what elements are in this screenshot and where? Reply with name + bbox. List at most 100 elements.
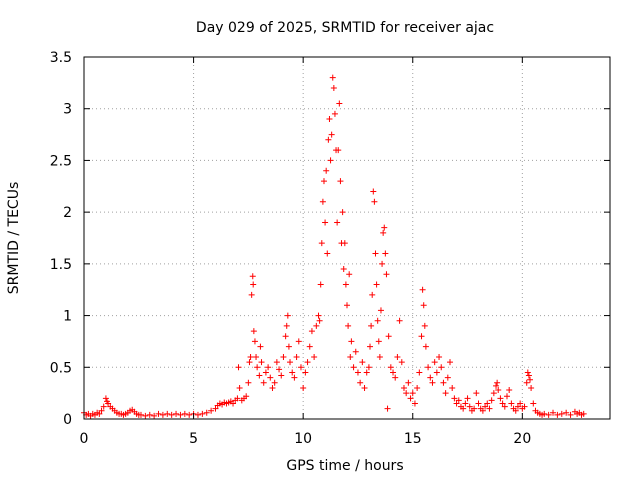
data-point bbox=[316, 317, 323, 324]
data-point bbox=[194, 411, 201, 418]
x-axis-title: GPS time / hours bbox=[286, 458, 403, 474]
x-tick-label: 0 bbox=[80, 431, 89, 447]
data-point bbox=[497, 395, 504, 402]
data-point bbox=[396, 317, 403, 324]
data-point bbox=[315, 312, 322, 319]
y-axis-title: SRMTID / TECUs bbox=[6, 182, 22, 295]
data-point bbox=[96, 410, 103, 417]
data-point bbox=[324, 250, 331, 257]
data-point bbox=[499, 400, 506, 407]
data-point bbox=[320, 178, 327, 185]
data-point bbox=[375, 338, 382, 345]
data-point bbox=[490, 390, 497, 397]
data-point bbox=[523, 379, 530, 386]
data-point bbox=[254, 364, 261, 371]
data-point bbox=[363, 369, 370, 376]
data-point bbox=[304, 359, 311, 366]
data-point bbox=[102, 395, 109, 402]
data-point bbox=[203, 409, 210, 416]
data-point bbox=[348, 338, 355, 345]
data-point bbox=[345, 322, 352, 329]
data-point bbox=[302, 369, 309, 376]
x-tick-label: 10 bbox=[294, 431, 312, 447]
data-point bbox=[495, 387, 502, 394]
data-point bbox=[146, 411, 153, 418]
data-point bbox=[251, 338, 258, 345]
x-tick-label: 15 bbox=[404, 431, 422, 447]
data-point bbox=[431, 359, 438, 366]
data-point bbox=[449, 384, 456, 391]
data-point bbox=[289, 369, 296, 376]
data-point bbox=[245, 379, 252, 386]
data-point bbox=[427, 374, 434, 381]
data-point bbox=[425, 364, 432, 371]
data-point bbox=[528, 384, 535, 391]
y-tick-label: 1 bbox=[63, 309, 72, 325]
data-point bbox=[297, 364, 304, 371]
data-point bbox=[405, 379, 412, 386]
y-axis: 0 0.5 1 1.5 2 2.5 3 3.5 bbox=[50, 50, 610, 428]
data-point bbox=[440, 379, 447, 386]
data-point bbox=[373, 281, 380, 288]
data-point bbox=[271, 379, 278, 386]
data-point bbox=[527, 376, 534, 383]
data-point bbox=[451, 395, 458, 402]
data-point bbox=[287, 359, 294, 366]
data-point bbox=[335, 147, 342, 154]
data-point bbox=[580, 410, 587, 417]
data-point bbox=[383, 271, 390, 278]
y-tick-label: 2.5 bbox=[50, 153, 72, 169]
data-point bbox=[243, 393, 250, 400]
y-tick-label: 3 bbox=[63, 102, 72, 118]
plot-frame bbox=[83, 56, 611, 420]
data-point bbox=[181, 410, 188, 417]
data-point bbox=[438, 364, 445, 371]
data-point bbox=[558, 410, 565, 417]
data-point bbox=[282, 333, 289, 340]
data-point bbox=[300, 384, 307, 391]
data-point bbox=[308, 328, 315, 335]
data-point bbox=[466, 403, 473, 410]
data-point bbox=[293, 353, 300, 360]
data-point bbox=[367, 343, 374, 350]
data-point bbox=[285, 343, 292, 350]
data-point bbox=[379, 260, 386, 267]
data-point bbox=[508, 400, 515, 407]
data-point bbox=[421, 322, 428, 329]
y-tick-label: 2 bbox=[63, 205, 72, 221]
data-point bbox=[501, 403, 508, 410]
data-point bbox=[385, 333, 392, 340]
data-point bbox=[554, 411, 561, 418]
data-point bbox=[444, 374, 451, 381]
data-point bbox=[422, 343, 429, 350]
data-point bbox=[447, 359, 454, 366]
data-point bbox=[525, 372, 532, 379]
data-point bbox=[370, 188, 377, 195]
data-point bbox=[339, 209, 346, 216]
data-point bbox=[168, 411, 175, 418]
data-point bbox=[550, 409, 557, 416]
chart-title: Day 029 of 2025, SRMTID for receiver aja… bbox=[196, 20, 494, 36]
data-point bbox=[411, 400, 418, 407]
data-point bbox=[269, 384, 276, 391]
data-point bbox=[177, 411, 184, 418]
data-point bbox=[328, 131, 335, 138]
data-point bbox=[530, 400, 537, 407]
data-point bbox=[311, 353, 318, 360]
data-point bbox=[340, 266, 347, 273]
data-point bbox=[545, 411, 552, 418]
data-point bbox=[323, 167, 330, 174]
data-point bbox=[376, 353, 383, 360]
data-point bbox=[344, 302, 350, 309]
data-point bbox=[341, 240, 348, 247]
data-point bbox=[462, 400, 469, 407]
data-point bbox=[186, 411, 193, 418]
data-point bbox=[248, 291, 255, 298]
data-points bbox=[81, 74, 587, 419]
data-point bbox=[230, 400, 237, 407]
data-point bbox=[460, 405, 467, 412]
data-point bbox=[319, 198, 326, 205]
data-point bbox=[429, 379, 436, 386]
data-point bbox=[488, 397, 495, 404]
